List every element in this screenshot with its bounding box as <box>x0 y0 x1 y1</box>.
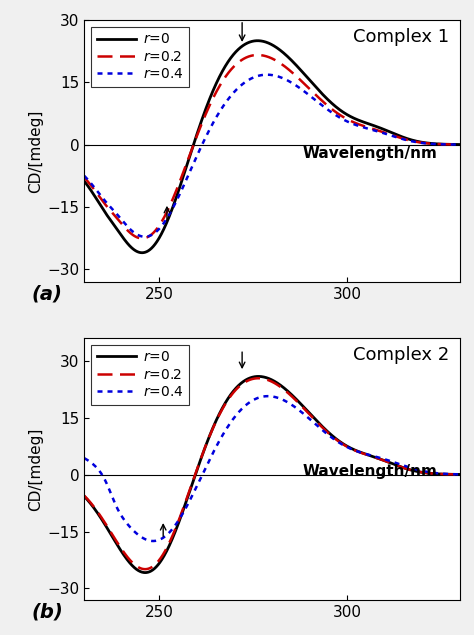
Legend: $r$=0, $r$=0.2, $r$=0.4: $r$=0, $r$=0.2, $r$=0.4 <box>91 345 189 405</box>
$r$=0.4 <box>447 471 452 478</box>
$r$=0.4 <box>100 473 106 481</box>
Y-axis label: CD/[mdeg]: CD/[mdeg] <box>28 109 43 192</box>
$r$=0 <box>100 206 106 214</box>
$r$=0.4 <box>457 471 463 478</box>
$r$=0 <box>139 249 145 257</box>
$r$=0 <box>142 569 148 577</box>
$r$=0.4 <box>264 71 270 79</box>
$r$=0.4 <box>264 392 270 400</box>
$r$=0.4 <box>447 471 452 478</box>
$r$=0.2 <box>447 140 452 148</box>
$r$=0.2 <box>82 492 87 500</box>
Line: $r$=0: $r$=0 <box>84 377 460 573</box>
Line: $r$=0.4: $r$=0.4 <box>84 75 460 237</box>
$r$=0 <box>82 177 87 185</box>
$r$=0.4 <box>447 141 452 149</box>
$r$=0.2 <box>139 234 145 242</box>
Text: (b): (b) <box>32 603 64 622</box>
Text: Wavelength/nm: Wavelength/nm <box>302 145 437 161</box>
$r$=0.4 <box>447 141 452 149</box>
Text: Complex 2: Complex 2 <box>353 345 449 364</box>
$r$=0.4 <box>255 72 260 80</box>
$r$=0.4 <box>255 394 260 402</box>
$r$=0.4 <box>378 454 383 462</box>
Y-axis label: CD/[mdeg]: CD/[mdeg] <box>28 427 43 511</box>
Text: Wavelength/nm: Wavelength/nm <box>302 464 437 479</box>
$r$=0.2 <box>100 198 106 206</box>
$r$=0.2 <box>82 173 87 181</box>
$r$=0.4 <box>264 71 270 79</box>
$r$=0 <box>255 37 260 44</box>
$r$=0.2 <box>378 455 383 463</box>
$r$=0.2 <box>378 128 383 135</box>
$r$=0.2 <box>457 141 463 149</box>
Line: $r$=0.4: $r$=0.4 <box>84 396 460 541</box>
$r$=0 <box>378 124 383 132</box>
$r$=0.2 <box>100 517 106 525</box>
$r$=0 <box>457 141 463 149</box>
$r$=0.4 <box>82 454 87 462</box>
Text: (a): (a) <box>32 284 63 304</box>
$r$=0.2 <box>255 51 260 59</box>
$r$=0.2 <box>264 53 270 60</box>
$r$=0.4 <box>378 128 383 136</box>
$r$=0 <box>264 374 270 382</box>
$r$=0.4 <box>457 141 463 149</box>
Line: $r$=0.2: $r$=0.2 <box>84 378 460 569</box>
$r$=0 <box>447 140 452 148</box>
Line: $r$=0.2: $r$=0.2 <box>84 55 460 238</box>
$r$=0.2 <box>447 471 452 478</box>
$r$=0.2 <box>457 471 463 478</box>
Line: $r$=0: $r$=0 <box>84 41 460 253</box>
$r$=0 <box>378 455 383 463</box>
$r$=0.2 <box>264 376 270 384</box>
$r$=0.4 <box>82 172 87 180</box>
$r$=0.2 <box>447 471 452 478</box>
$r$=0 <box>100 518 106 526</box>
$r$=0.2 <box>255 375 261 382</box>
Text: Complex 1: Complex 1 <box>353 28 449 46</box>
$r$=0.4 <box>100 195 106 203</box>
$r$=0 <box>447 140 452 148</box>
$r$=0 <box>255 373 260 380</box>
$r$=0.4 <box>142 233 147 241</box>
$r$=0 <box>447 471 452 478</box>
$r$=0 <box>255 37 260 44</box>
$r$=0 <box>264 39 270 46</box>
$r$=0.4 <box>265 392 271 400</box>
$r$=0.2 <box>255 51 260 59</box>
$r$=0.4 <box>150 537 156 545</box>
$r$=0.2 <box>255 375 260 382</box>
$r$=0.2 <box>142 565 148 573</box>
$r$=0 <box>82 493 87 500</box>
Legend: $r$=0, $r$=0.2, $r$=0.4: $r$=0, $r$=0.2, $r$=0.4 <box>91 27 189 87</box>
$r$=0 <box>255 373 261 380</box>
$r$=0.2 <box>447 140 452 148</box>
$r$=0 <box>447 471 452 478</box>
$r$=0 <box>457 471 463 478</box>
